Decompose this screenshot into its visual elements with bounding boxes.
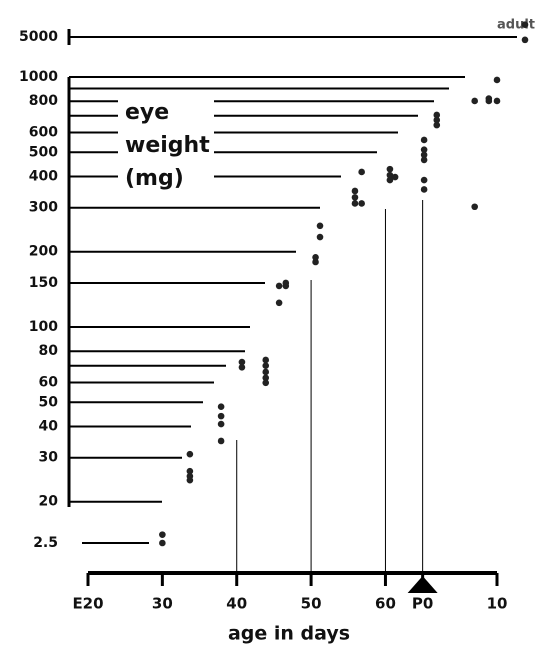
data-point bbox=[420, 156, 428, 164]
data-point bbox=[386, 165, 394, 173]
y-tick-label: 30 bbox=[39, 450, 59, 466]
x-tick-label: P0 bbox=[412, 595, 433, 613]
data-point bbox=[493, 97, 501, 105]
data-point bbox=[217, 403, 225, 410]
data-point bbox=[217, 412, 225, 420]
data-point bbox=[275, 282, 283, 290]
data-point bbox=[420, 151, 428, 159]
data-point bbox=[159, 539, 166, 547]
data-point bbox=[262, 379, 270, 387]
data-point bbox=[262, 362, 270, 370]
data-point bbox=[238, 358, 246, 366]
data-point bbox=[238, 363, 246, 371]
data-point bbox=[262, 356, 270, 364]
y-tick-label: 2.5 bbox=[33, 535, 58, 551]
data-point bbox=[485, 97, 493, 105]
data-point bbox=[471, 97, 478, 105]
x-tick-label: 10 bbox=[487, 595, 508, 613]
y-tick-label: 300 bbox=[29, 200, 58, 216]
x-tick-label: 60 bbox=[375, 595, 396, 613]
data-point bbox=[420, 186, 428, 193]
y-tick-label: 5000 bbox=[19, 29, 58, 45]
x-axis-label: age in days bbox=[228, 623, 350, 645]
y-tick-label: 20 bbox=[39, 494, 59, 510]
data-point bbox=[420, 146, 428, 153]
data-point bbox=[386, 171, 394, 179]
adult-point bbox=[521, 21, 529, 28]
y-tick-label: 80 bbox=[39, 343, 59, 359]
data-point bbox=[312, 258, 319, 266]
x-tick-label: 40 bbox=[226, 595, 247, 613]
birth-marker bbox=[407, 576, 438, 593]
data-point bbox=[420, 136, 428, 144]
data-point bbox=[433, 121, 441, 129]
data-point bbox=[471, 203, 478, 211]
data-point bbox=[186, 476, 194, 484]
y-axis-label: weight bbox=[125, 133, 210, 158]
data-point bbox=[316, 222, 324, 230]
x-tick-label: E20 bbox=[72, 595, 103, 613]
data-point bbox=[433, 116, 441, 124]
data-point bbox=[351, 187, 359, 195]
data-point bbox=[351, 200, 359, 207]
y-tick-label: 40 bbox=[39, 418, 59, 434]
data-point bbox=[186, 450, 194, 458]
data-point bbox=[358, 168, 365, 176]
y-tick-label: 200 bbox=[29, 244, 58, 260]
y-tick-label: 400 bbox=[29, 168, 58, 184]
y-tick-label: 60 bbox=[39, 374, 59, 390]
data-point bbox=[493, 76, 501, 84]
adult-label: adult bbox=[497, 18, 535, 33]
data-point bbox=[186, 467, 194, 475]
data-point bbox=[312, 254, 319, 261]
data-point bbox=[275, 299, 283, 307]
data-point bbox=[282, 282, 290, 290]
y-tick-label: 500 bbox=[29, 144, 58, 160]
adult-point bbox=[521, 36, 529, 44]
y-tick-label: 600 bbox=[29, 124, 58, 140]
data-point bbox=[433, 111, 441, 119]
data-point bbox=[316, 233, 324, 241]
data-point bbox=[420, 176, 428, 184]
data-point bbox=[159, 531, 166, 538]
y-axis-label: eye bbox=[125, 100, 169, 125]
data-point bbox=[386, 176, 394, 184]
data-point bbox=[358, 200, 365, 207]
x-tick-label: 30 bbox=[152, 595, 173, 613]
label-background bbox=[118, 96, 214, 192]
y-tick-label: 1000 bbox=[19, 69, 58, 85]
data-point bbox=[351, 194, 359, 201]
y-tick-label: 800 bbox=[29, 93, 58, 109]
data-point bbox=[217, 437, 225, 445]
y-axis-label: (mg) bbox=[125, 166, 184, 191]
y-tick-label: 50 bbox=[39, 394, 59, 410]
y-tick-label: 100 bbox=[29, 319, 58, 335]
y-tick-label: 150 bbox=[29, 275, 58, 291]
data-point bbox=[262, 374, 270, 382]
data-point bbox=[217, 420, 225, 428]
data-point bbox=[262, 368, 270, 376]
data-point bbox=[391, 173, 399, 181]
x-tick-label: 50 bbox=[301, 595, 322, 613]
